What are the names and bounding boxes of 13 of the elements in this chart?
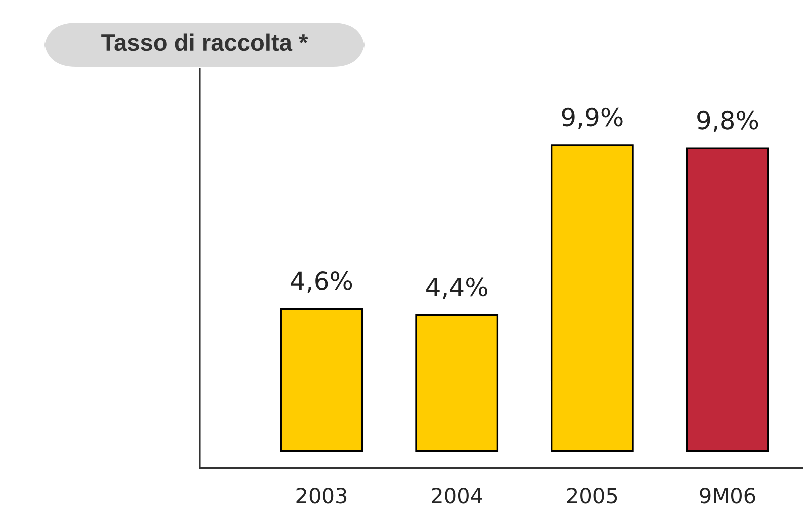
bar (686, 148, 770, 452)
x-tick-label: 2004 (432, 488, 482, 504)
x-tick-label: 9M06 (700, 488, 756, 504)
bar (280, 308, 364, 452)
x-tick-label: 2003 (296, 488, 347, 504)
bar (416, 314, 499, 452)
data-label: 9,9% (562, 108, 623, 130)
chart-title: Tasso di raccolta * (102, 34, 308, 52)
x-tick-label: 2005 (567, 488, 618, 504)
bar (550, 144, 634, 452)
data-label: 4,6% (291, 272, 352, 294)
data-label: 4,4% (426, 278, 488, 300)
data-label: 9,8% (698, 110, 758, 132)
